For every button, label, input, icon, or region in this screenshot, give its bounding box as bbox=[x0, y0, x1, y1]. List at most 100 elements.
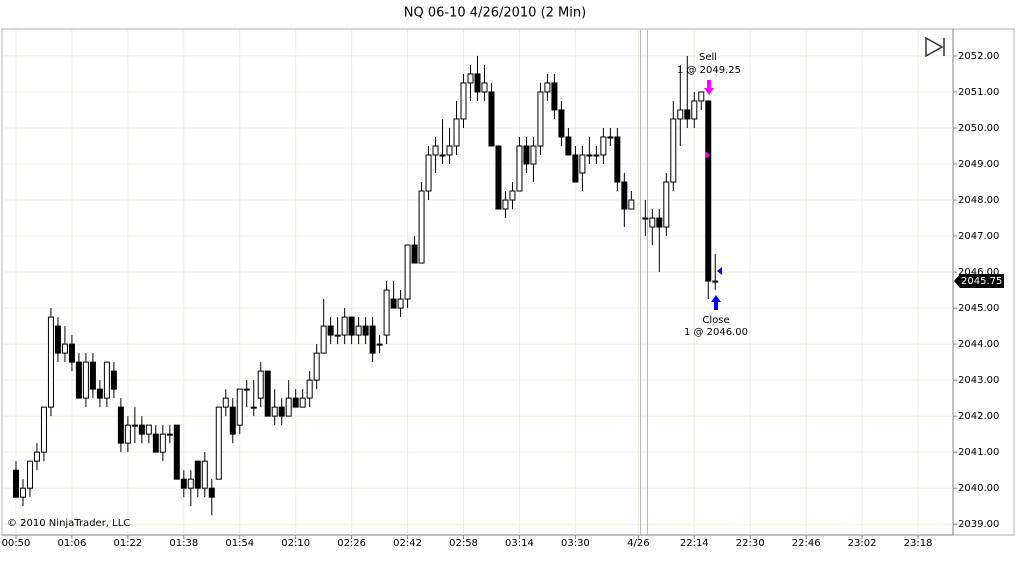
candle-body bbox=[628, 199, 635, 210]
candle-body bbox=[474, 73, 481, 93]
candle-body bbox=[621, 181, 628, 210]
candle-body bbox=[313, 352, 320, 381]
candle-body bbox=[544, 82, 551, 93]
x-tick-label: 01:54 bbox=[225, 538, 254, 549]
annotation-title: Sell bbox=[699, 52, 717, 63]
close-arrow bbox=[711, 295, 721, 310]
annotation-title: Close bbox=[702, 315, 729, 326]
x-tick-label: 01:22 bbox=[113, 538, 142, 549]
x-tick-label: 01:06 bbox=[58, 538, 87, 549]
candle-body bbox=[166, 433, 173, 436]
x-tick-label: 02:10 bbox=[281, 538, 310, 549]
candle-body bbox=[306, 379, 313, 399]
candle-body bbox=[187, 478, 194, 489]
candle-body bbox=[537, 91, 544, 147]
candle-body bbox=[271, 406, 278, 417]
candle-body bbox=[82, 361, 89, 399]
y-tick-label: 2049.00 bbox=[958, 159, 999, 170]
y-tick-label: 2051.00 bbox=[958, 87, 999, 98]
candle-body bbox=[565, 136, 572, 156]
last-price-box bbox=[954, 274, 1004, 289]
candle-body bbox=[642, 217, 649, 220]
candles bbox=[12, 55, 719, 516]
candle-body bbox=[530, 145, 537, 165]
candle-body bbox=[684, 109, 691, 120]
candle-body bbox=[516, 145, 523, 192]
candle-body bbox=[278, 406, 285, 417]
candle-body bbox=[572, 154, 579, 183]
candle-body bbox=[75, 361, 82, 399]
candle-body bbox=[670, 118, 677, 183]
candle-body bbox=[698, 91, 705, 102]
y-tick-label: 2047.00 bbox=[958, 231, 999, 242]
copyright: © 2010 NinjaTrader, LLC bbox=[7, 518, 130, 529]
candle-body bbox=[334, 334, 341, 337]
candle-body bbox=[138, 424, 145, 435]
candle-body bbox=[579, 154, 586, 174]
sell-fill-marker bbox=[705, 151, 710, 159]
candle-body bbox=[614, 136, 621, 183]
x-tick-label: 22:30 bbox=[736, 538, 765, 549]
x-tick-label: 22:46 bbox=[792, 538, 821, 549]
candle-body bbox=[677, 109, 684, 120]
candle-body bbox=[523, 145, 530, 165]
candle-body bbox=[502, 199, 509, 210]
candle-body bbox=[509, 190, 516, 201]
candle-body bbox=[19, 487, 26, 498]
x-tick-label: 22:14 bbox=[680, 538, 709, 549]
annotation-detail: 1 @ 2049.25 bbox=[677, 65, 741, 76]
candle-body bbox=[355, 325, 362, 336]
candle-body bbox=[180, 478, 187, 489]
y-tick-label: 2050.00 bbox=[958, 123, 999, 134]
candle-body bbox=[264, 370, 271, 417]
y-tick-label: 2040.00 bbox=[958, 483, 999, 494]
candle-body bbox=[600, 136, 607, 156]
x-tick-label: 02:42 bbox=[393, 538, 422, 549]
candle-body bbox=[96, 388, 103, 399]
candle-body bbox=[222, 397, 229, 408]
candle-body bbox=[194, 460, 201, 489]
candle-body bbox=[229, 406, 236, 435]
y-tick-label: 2041.00 bbox=[958, 447, 999, 458]
candle-body bbox=[173, 424, 180, 480]
candle-body bbox=[145, 424, 152, 435]
candle-body bbox=[649, 217, 656, 228]
axis-labels: 2039.00 2040.00 2041.00 2042.00 2043.00 2044.… bbox=[2, 51, 1004, 549]
candle-body bbox=[558, 109, 565, 138]
go-to-end-button[interactable] bbox=[925, 36, 945, 58]
x-tick-label: 23:18 bbox=[904, 538, 933, 549]
candle-body bbox=[551, 82, 558, 111]
candle-body bbox=[663, 181, 670, 228]
x-tick-label: 02:58 bbox=[449, 538, 478, 549]
candle-body bbox=[208, 487, 215, 498]
candle-body bbox=[404, 244, 411, 300]
candle-body bbox=[327, 325, 334, 336]
y-tick-label: 2046.00 bbox=[958, 267, 999, 278]
candle-body bbox=[362, 325, 369, 336]
play-icon[interactable] bbox=[925, 36, 944, 58]
candle-body bbox=[397, 298, 404, 309]
candle-body bbox=[250, 406, 257, 409]
candle-body bbox=[215, 406, 222, 480]
candle-body bbox=[236, 388, 243, 426]
annotation-detail: 1 @ 2046.00 bbox=[684, 327, 748, 338]
candle-body bbox=[54, 325, 61, 354]
candle-body bbox=[348, 316, 355, 336]
candle-body bbox=[488, 91, 495, 147]
candle-body bbox=[712, 280, 719, 283]
candle-body bbox=[299, 397, 306, 408]
candle-body bbox=[495, 145, 502, 210]
y-tick-label: 2048.00 bbox=[958, 195, 999, 206]
candle-body bbox=[320, 325, 327, 354]
candle-body bbox=[201, 460, 208, 489]
candle-body bbox=[33, 451, 40, 462]
x-tick-label: 01:38 bbox=[169, 538, 198, 549]
y-tick-label: 2052.00 bbox=[958, 51, 999, 62]
candle-body bbox=[26, 460, 33, 489]
candle-body bbox=[446, 145, 453, 156]
candle-body bbox=[68, 343, 75, 363]
candle-body bbox=[376, 343, 383, 346]
candle-body bbox=[453, 118, 460, 147]
